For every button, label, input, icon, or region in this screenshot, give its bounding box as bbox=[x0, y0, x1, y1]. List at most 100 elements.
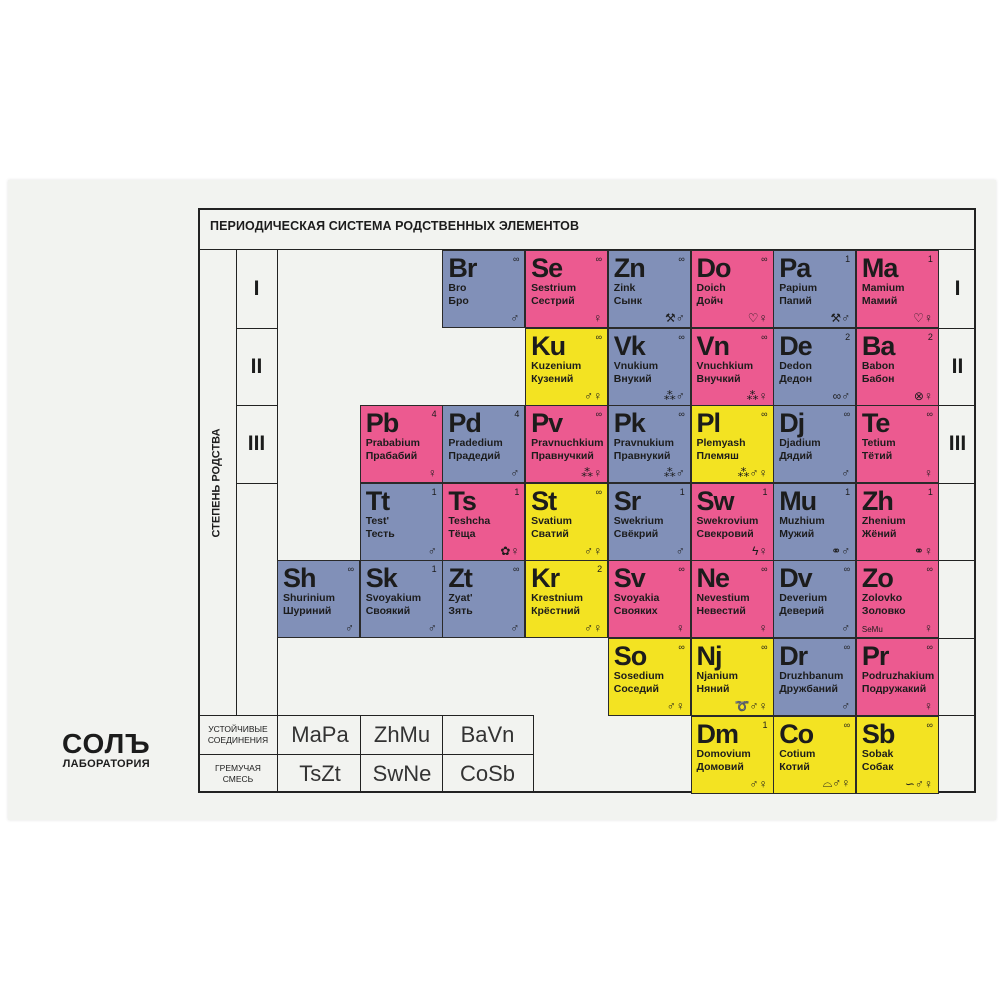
element-icons: ♂♀ bbox=[667, 699, 685, 713]
element-russian-name: Невестий bbox=[696, 605, 746, 618]
element-symbol: De bbox=[779, 330, 813, 361]
degree-right-1: I bbox=[954, 276, 961, 300]
element-ma: Ma 1 Mamium Мамий ♡♀ bbox=[855, 250, 939, 328]
degree-left-2: II bbox=[250, 354, 263, 378]
element-te: Te ∞ Tetium Тётий ♀ bbox=[855, 405, 939, 484]
element-symbol: Zo bbox=[861, 563, 894, 594]
compound: SwNe bbox=[372, 761, 432, 786]
element-count: ∞ bbox=[761, 254, 768, 264]
male-icon: ♂ bbox=[675, 388, 685, 403]
element-icons: ♂♀ bbox=[584, 621, 602, 635]
element-symbol: Sb bbox=[861, 718, 896, 749]
element-symbol: Dj bbox=[779, 408, 805, 439]
element-symbol: Mu bbox=[779, 485, 817, 516]
element-sh: Sh ∞ Shurinium Шуриний ♂ bbox=[277, 560, 360, 639]
element-pv: Pv ∞ Pravnuchkium Правнучкий ⁂♀ bbox=[525, 405, 609, 484]
hearts-icon: ♡ bbox=[747, 311, 759, 325]
element-pb: Pb 4 Prababium Прабабий ♀ bbox=[359, 405, 443, 484]
divider bbox=[236, 328, 277, 329]
element-latin-name: Pravnuchkium bbox=[531, 437, 604, 450]
element-latin-name: Pravnukium bbox=[613, 437, 674, 450]
element-latin-name: Babon bbox=[861, 359, 895, 372]
element-latin-name: Muzhium bbox=[779, 514, 825, 527]
element-icons: ♂♀ bbox=[584, 389, 602, 403]
male-icon: ♂ bbox=[510, 466, 520, 481]
element-count: ∞ bbox=[926, 719, 933, 730]
element-russian-name: Кузений bbox=[531, 372, 574, 385]
male-icon: ♂ bbox=[675, 543, 685, 558]
element-latin-name: Test' bbox=[365, 514, 389, 527]
element-count: 2 bbox=[927, 331, 933, 342]
element-symbol: Ne bbox=[696, 563, 731, 594]
cat-icon: ⌓ bbox=[822, 775, 833, 790]
element-latin-name: Nevestium bbox=[696, 592, 750, 605]
element-icons: ✿♀ bbox=[500, 544, 519, 558]
element-sb: Sb ∞ Sobak Собак ∽♂♀ bbox=[855, 715, 939, 794]
element-de: De 2 Dedon Дедон ∞♂ bbox=[773, 327, 857, 406]
element-latin-name: Krestnium bbox=[531, 592, 584, 605]
male-icon: ♂ bbox=[345, 621, 354, 636]
divider bbox=[533, 715, 534, 793]
element-icons: ♂ bbox=[841, 699, 850, 713]
male-icon: ♂ bbox=[841, 466, 851, 481]
female-icon: ♀ bbox=[923, 388, 933, 403]
element-symbol: Pr bbox=[861, 641, 890, 671]
element-russian-name: Домовий bbox=[696, 760, 744, 773]
element-symbol: Te bbox=[861, 408, 891, 439]
element-latin-name: Zhenium bbox=[861, 514, 906, 527]
element-russian-name: Бабон bbox=[861, 372, 895, 385]
female-icon: ♀ bbox=[593, 543, 603, 558]
divider bbox=[937, 715, 976, 716]
element-count: 2 bbox=[597, 564, 603, 575]
element-latin-name: Sosedium bbox=[613, 670, 664, 682]
female-icon: ♀ bbox=[758, 699, 768, 713]
logo-subtitle: ЛАБОРАТОРИЯ bbox=[62, 758, 150, 770]
element-russian-name: Своякий bbox=[365, 605, 411, 618]
element-tt: Tt 1 Test' Тесть ♂ bbox=[359, 482, 443, 561]
element-latin-name: Prababium bbox=[365, 437, 420, 450]
element-icons: ♂ bbox=[345, 621, 354, 635]
element-icons: ∞♂ bbox=[833, 389, 851, 403]
children-icon: ⁂ bbox=[581, 466, 594, 481]
male-icon: ♂ bbox=[584, 621, 594, 636]
element-icons: ⊗♀ bbox=[914, 389, 933, 403]
element-count: ∞ bbox=[843, 409, 851, 420]
element-count: ∞ bbox=[678, 642, 685, 652]
female-icon: ♀ bbox=[510, 543, 520, 558]
male-icon: ♂ bbox=[841, 388, 851, 403]
element-symbol: Zt bbox=[448, 563, 472, 594]
element-russian-name: Шуриний bbox=[283, 605, 332, 618]
element-symbol: So bbox=[613, 641, 648, 671]
element-icons: ⁂♂♀ bbox=[738, 466, 768, 480]
lightning-icon: ϟ bbox=[752, 543, 759, 558]
element-icons: ♂ bbox=[841, 621, 850, 635]
element-icons: ♀ bbox=[428, 466, 437, 480]
element-do: Do ∞ Doich Дойч ♡♀ bbox=[690, 250, 774, 328]
female-icon: ♀ bbox=[923, 621, 933, 636]
element-latin-name: Druzhbanum bbox=[779, 670, 844, 682]
element-latin-name: Swekrovium bbox=[696, 514, 759, 527]
element-ba: Ba 2 Babon Бабон ⊗♀ bbox=[855, 327, 939, 406]
divider bbox=[198, 754, 533, 755]
element-symbol: Ts bbox=[448, 485, 477, 516]
element-count: ∞ bbox=[678, 564, 685, 575]
element-symbol: Do bbox=[696, 253, 732, 283]
element-latin-name: Kuzenium bbox=[531, 359, 582, 372]
element-symbol: Pb bbox=[365, 408, 400, 439]
element-latin-name: Plemyash bbox=[696, 437, 746, 450]
element-count: ∞ bbox=[926, 409, 933, 420]
male-icon: ♂ bbox=[675, 466, 685, 481]
male-icon: ♂ bbox=[584, 543, 594, 558]
female-icon: ♀ bbox=[593, 311, 603, 325]
element-count: ∞ bbox=[926, 564, 933, 575]
element-icons: ⚒♂ bbox=[665, 311, 685, 325]
element-symbol: Co bbox=[779, 718, 814, 749]
divider bbox=[937, 638, 976, 639]
element-nj: Nj ∞ Njanium Няний ➰♂♀ bbox=[690, 638, 774, 716]
element-br: Br ∞ Bro Бро ♂ bbox=[442, 250, 526, 328]
element-latin-name: Cotium bbox=[779, 747, 816, 760]
element-symbol: Ma bbox=[861, 253, 899, 283]
element-russian-name: Дойч bbox=[696, 295, 724, 307]
element-icons: ⁂♀ bbox=[747, 389, 768, 403]
element-symbol: Vk bbox=[613, 330, 646, 361]
